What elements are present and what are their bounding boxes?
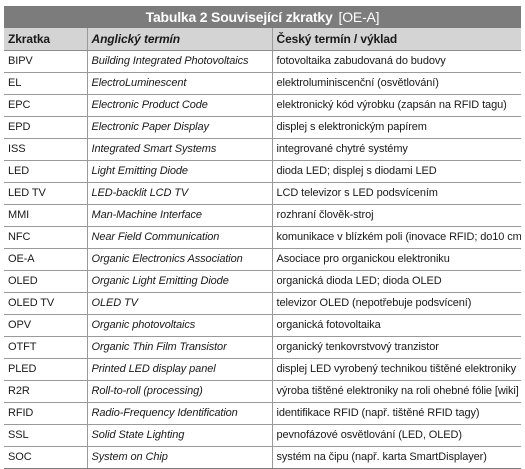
english-term-cell: LED-backlit LCD TV <box>86 182 272 205</box>
czech-term-cell: identifikace RFID (např. tištěné RFID ta… <box>271 402 521 425</box>
table-row: EPC Electronic Product Code elektronický k… <box>4 94 521 117</box>
english-term-cell: Integrated Smart Systems <box>86 138 272 161</box>
czech-term-cell: Asociace pro organickou elektroniku <box>271 248 521 271</box>
english-term-cell: Electronic Product Code <box>86 94 272 117</box>
table-row: LED Light Emitting Diode dioda LED; disple… <box>4 160 521 183</box>
abbreviations-table: Zkratka Anglický termín Český termín / v… <box>4 28 521 469</box>
abbreviation-cell: PLED <box>4 358 87 381</box>
czech-term-cell: televizor OLED (nepotřebuje podsvícení) <box>271 292 521 315</box>
english-term-cell: Man-Machine Interface <box>86 204 272 227</box>
english-term-cell: Organic photovoltaics <box>86 314 272 337</box>
table-title-source: [OE-A] <box>338 9 380 25</box>
abbreviation-cell: OPV <box>4 314 87 337</box>
table-row: OLED TV OLED TV televizor OLED (nepotřebuj… <box>4 292 521 315</box>
english-term-cell: Organic Light Emitting Diode <box>86 270 272 293</box>
english-term-cell: Near Field Communication <box>86 226 272 249</box>
czech-term-cell: elektronický kód výrobku (zapsán na RFID… <box>271 94 521 117</box>
abbreviation-cell: SOC <box>4 446 87 469</box>
czech-term-cell: organická dioda LED; dioda OLED <box>271 270 521 293</box>
english-term-cell: System on Chip <box>86 446 272 469</box>
table-body: BIPV Building Integrated Photovoltaics fot… <box>4 50 521 469</box>
table-title: Tabulka 2 Související zkratky <box>145 9 333 25</box>
czech-term-cell: dioda LED; displej s diodami LED <box>271 160 521 183</box>
english-term-cell: Building Integrated Photovoltaics <box>86 50 272 73</box>
abbreviation-cell: OE-A <box>4 248 87 271</box>
table-title-bar: Tabulka 2 Související zkratky [OE-A] <box>4 6 521 28</box>
abbreviation-cell: OTFT <box>4 336 87 359</box>
table-row: LED TV LED-backlit LCD TV LCD televizor s … <box>4 182 521 205</box>
abbreviation-cell: RFID <box>4 402 87 425</box>
english-term-cell: OLED TV <box>86 292 272 315</box>
table-header-row: Zkratka Anglický termín Český termín / v… <box>4 28 521 51</box>
czech-term-cell: rozhraní člověk-stroj <box>271 204 521 227</box>
abbreviation-cell: ISS <box>4 138 87 161</box>
table-row: OTFT Organic Thin Film Transistor organick… <box>4 336 521 359</box>
english-term-cell: Printed LED display panel <box>86 358 272 381</box>
table-row: RFID Radio-Frequency Identification identi… <box>4 402 521 425</box>
abbreviation-cell: EPD <box>4 116 87 139</box>
header-czech-term: Český termín / výklad <box>271 28 521 51</box>
table-row: OE-A Organic Electronics Association Asoci… <box>4 248 521 271</box>
abbreviation-cell: BIPV <box>4 50 87 73</box>
table-row: BIPV Building Integrated Photovoltaics fot… <box>4 50 521 73</box>
czech-term-cell: integrované chytré systémy <box>271 138 521 161</box>
table-row: OPV Organic photovoltaics organická fotovo… <box>4 314 521 337</box>
czech-term-cell: LCD televizor s LED podsvícením <box>271 182 521 205</box>
abbreviation-cell: R2R <box>4 380 87 403</box>
czech-term-cell: elektroluminiscenční (osvětlování) <box>271 72 521 95</box>
abbreviation-cell: SSL <box>4 424 87 447</box>
czech-term-cell: pevnofázové osvětlování (LED, OLED) <box>271 424 521 447</box>
abbreviation-cell: OLED TV <box>4 292 87 315</box>
table-row: EL ElectroLuminescent elektroluminiscenční… <box>4 72 521 95</box>
abbreviation-cell: MMI <box>4 204 87 227</box>
table-row: OLED Organic Light Emitting Diode organick… <box>4 270 521 293</box>
table-row: MMI Man-Machine Interface rozhraní člověk-… <box>4 204 521 227</box>
abbreviation-cell: LED <box>4 160 87 183</box>
abbreviation-cell: NFC <box>4 226 87 249</box>
czech-term-cell: výroba tištěné elektroniky na roli ohebn… <box>271 380 521 403</box>
czech-term-cell: organický tenkovrstvový tranzistor <box>271 336 521 359</box>
english-term-cell: Light Emitting Diode <box>86 160 272 183</box>
table-row: PLED Printed LED display panel displej LED… <box>4 358 521 381</box>
abbreviation-cell: OLED <box>4 270 87 293</box>
czech-term-cell: displej LED vyrobený technikou tištěné e… <box>271 358 521 381</box>
czech-term-cell: komunikace v blízkém poli (inovace RFID;… <box>271 226 521 249</box>
abbreviation-cell: EPC <box>4 94 87 117</box>
english-term-cell: Radio-Frequency Identification <box>86 402 272 425</box>
english-term-cell: Roll-to-roll (processing) <box>86 380 272 403</box>
english-term-cell: Organic Thin Film Transistor <box>86 336 272 359</box>
abbreviations-table-panel: Tabulka 2 Související zkratky [OE-A] Zkr… <box>4 6 521 469</box>
abbreviation-cell: LED TV <box>4 182 87 205</box>
abbreviation-cell: EL <box>4 72 87 95</box>
czech-term-cell: systém na čipu (např. karta SmartDisplay… <box>271 446 521 469</box>
table-row: EPD Electronic Paper Display displej s ele… <box>4 116 521 139</box>
czech-term-cell: displej s elektronickým papírem <box>271 116 521 139</box>
table-row: SSL Solid State Lighting pevnofázové osvět… <box>4 424 521 447</box>
table-row: R2R Roll-to-roll (processing) výroba tiště… <box>4 380 521 403</box>
czech-term-cell: organická fotovoltaika <box>271 314 521 337</box>
english-term-cell: ElectroLuminescent <box>86 72 272 95</box>
english-term-cell: Electronic Paper Display <box>86 116 272 139</box>
table-row: NFC Near Field Communication komunikace v … <box>4 226 521 249</box>
czech-term-cell: fotovoltaika zabudovaná do budovy <box>271 50 521 73</box>
table-row: ISS Integrated Smart Systems integrované c… <box>4 138 521 161</box>
english-term-cell: Organic Electronics Association <box>86 248 272 271</box>
english-term-cell: Solid State Lighting <box>86 424 272 447</box>
table-row: SOC System on Chip systém na čipu (např. k… <box>4 446 521 469</box>
header-abbreviation: Zkratka <box>4 28 87 51</box>
header-english-term: Anglický termín <box>86 28 272 51</box>
